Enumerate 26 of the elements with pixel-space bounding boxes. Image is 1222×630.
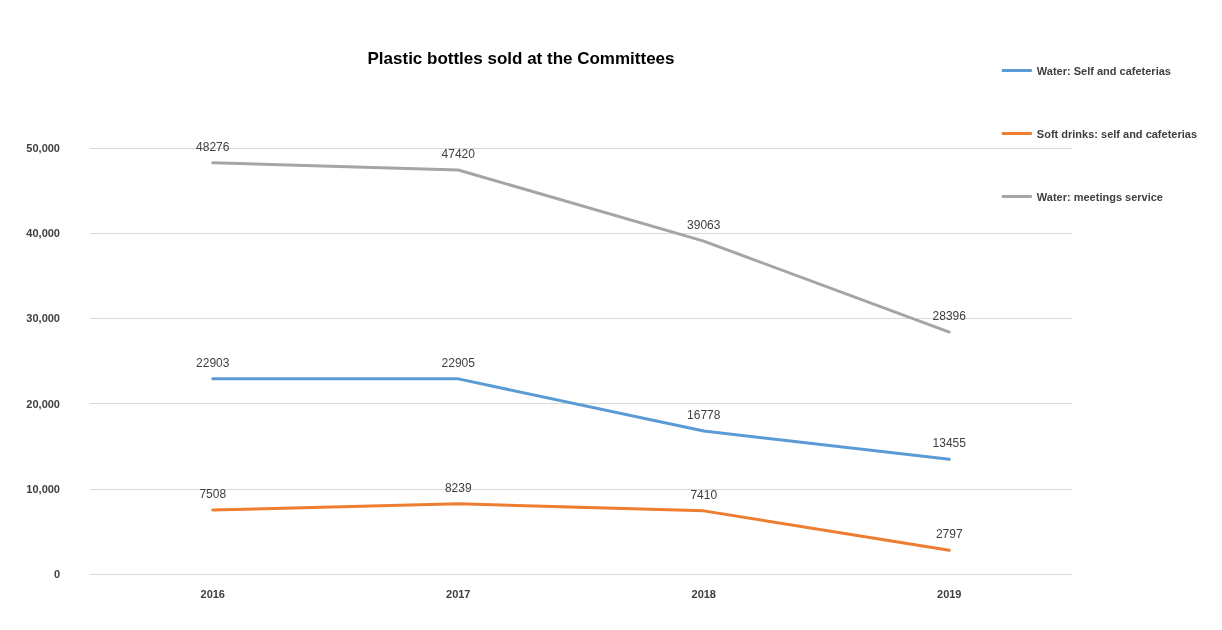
data-label: 8239: [444, 480, 472, 495]
data-label: 13455: [932, 436, 967, 451]
data-label: 22905: [441, 355, 476, 370]
x-tick-label: 2016: [200, 587, 225, 600]
y-tick-label: 20,000: [26, 397, 60, 410]
legend-label: Soft drinks: self and cafeterias: [1036, 127, 1198, 140]
data-label: 28396: [932, 309, 967, 324]
x-tick-label: 2017: [446, 587, 471, 600]
y-tick-label: 40,000: [26, 227, 60, 240]
data-label: 22903: [196, 355, 230, 370]
x-tick-label: 2019: [937, 587, 962, 600]
y-tick-label: 30,000: [26, 312, 60, 325]
legend-label: Water: meetings service: [1036, 190, 1163, 203]
y-tick-label: 50,000: [26, 142, 60, 154]
x-tick-label: 2018: [691, 587, 716, 600]
data-label: 7508: [199, 487, 227, 502]
data-label: 2797: [935, 527, 963, 542]
chart-title: Plastic bottles sold at the Committees: [367, 49, 675, 68]
data-label: 7410: [690, 487, 718, 502]
y-tick-label: 10,000: [26, 482, 60, 495]
data-label: 16778: [687, 408, 721, 423]
data-label: 48276: [196, 139, 230, 154]
y-tick-label: 0: [53, 568, 60, 580]
data-label: 39063: [687, 218, 721, 233]
data-label: 47420: [441, 146, 476, 161]
legend-label: Water: Self and cafeterias: [1036, 64, 1171, 77]
